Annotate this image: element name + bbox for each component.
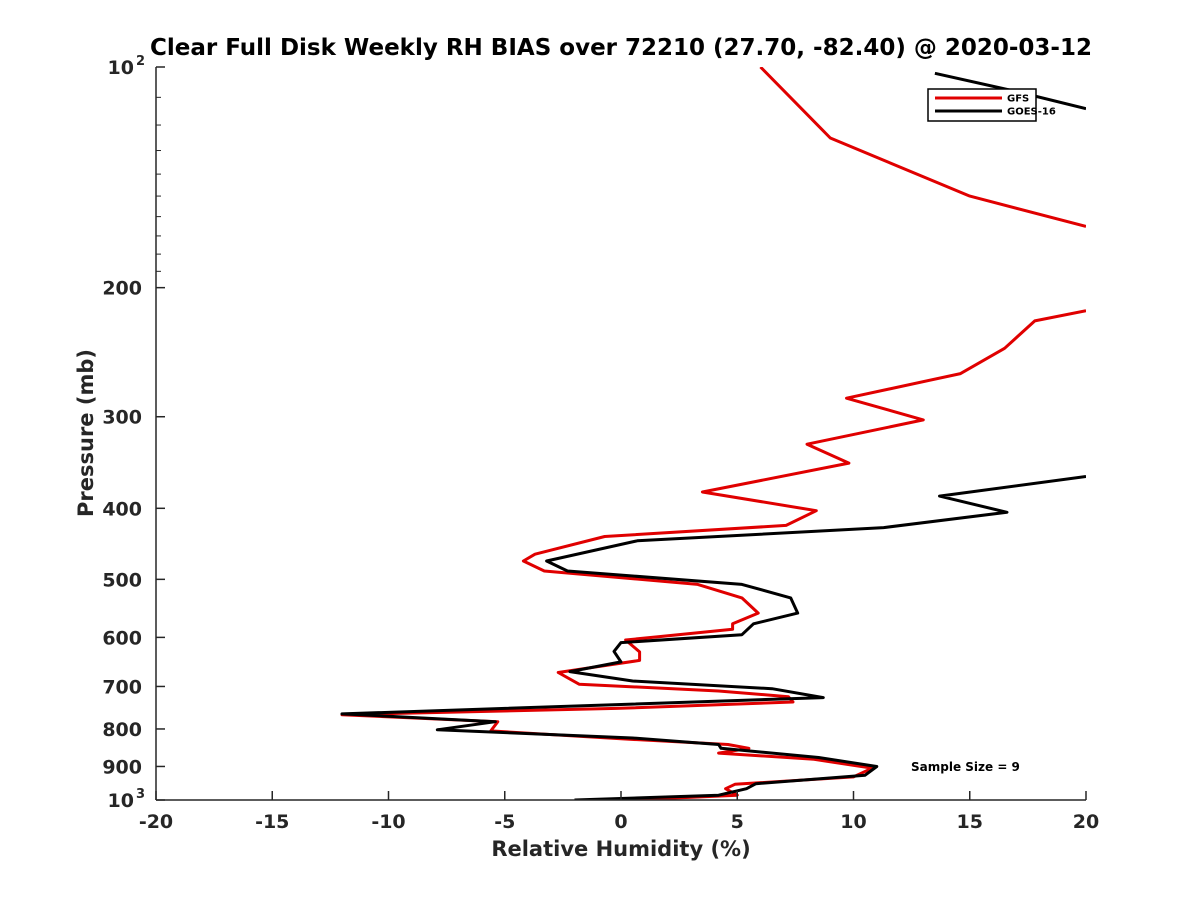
x-tick-label: 20 bbox=[1073, 811, 1099, 833]
series-line-gfs-0 bbox=[759, 67, 1086, 228]
y-tick-exponent: 2 bbox=[136, 54, 145, 69]
y-tick-label: 700 bbox=[102, 676, 142, 698]
x-tick-label: 0 bbox=[614, 811, 627, 833]
x-tick-label: -10 bbox=[371, 811, 405, 833]
x-tick-label: -20 bbox=[139, 811, 173, 833]
y-tick-exponent: 3 bbox=[136, 787, 145, 802]
legend-box bbox=[927, 88, 1037, 122]
y-axis-label: Pressure (mb) bbox=[74, 349, 98, 517]
legend: GFS GOES-16 bbox=[927, 88, 1056, 122]
y-tick-label: 800 bbox=[102, 719, 142, 741]
series-lines bbox=[340, 67, 1086, 800]
y-tick-label: 300 bbox=[102, 407, 142, 429]
x-tick-label: -5 bbox=[494, 811, 515, 833]
series-line-goes-16-1 bbox=[340, 475, 1086, 800]
x-tick-label: 15 bbox=[957, 811, 983, 833]
sample-size-annotation: Sample Size = 9 bbox=[911, 760, 1020, 774]
legend-label-gfs: GFS bbox=[1007, 94, 1029, 105]
y-tick-label: 400 bbox=[102, 498, 142, 520]
y-tick-label: 200 bbox=[102, 278, 142, 300]
y-tick-label: 10 bbox=[108, 57, 134, 79]
x-tick-label: 10 bbox=[840, 811, 866, 833]
y-tick-label: 500 bbox=[102, 569, 142, 591]
x-axis-label: Relative Humidity (%) bbox=[491, 837, 750, 861]
legend-label-goes-16: GOES-16 bbox=[1007, 107, 1056, 118]
y-tick-label: 10 bbox=[108, 790, 134, 812]
chart-title: Clear Full Disk Weekly RH BIAS over 7221… bbox=[150, 35, 1092, 61]
x-tick-label: 5 bbox=[731, 811, 744, 833]
x-tick-label: -15 bbox=[255, 811, 289, 833]
y-tick-label: 900 bbox=[102, 756, 142, 778]
y-tick-label: 600 bbox=[102, 627, 142, 649]
series-line-gfs-1 bbox=[340, 309, 1086, 800]
